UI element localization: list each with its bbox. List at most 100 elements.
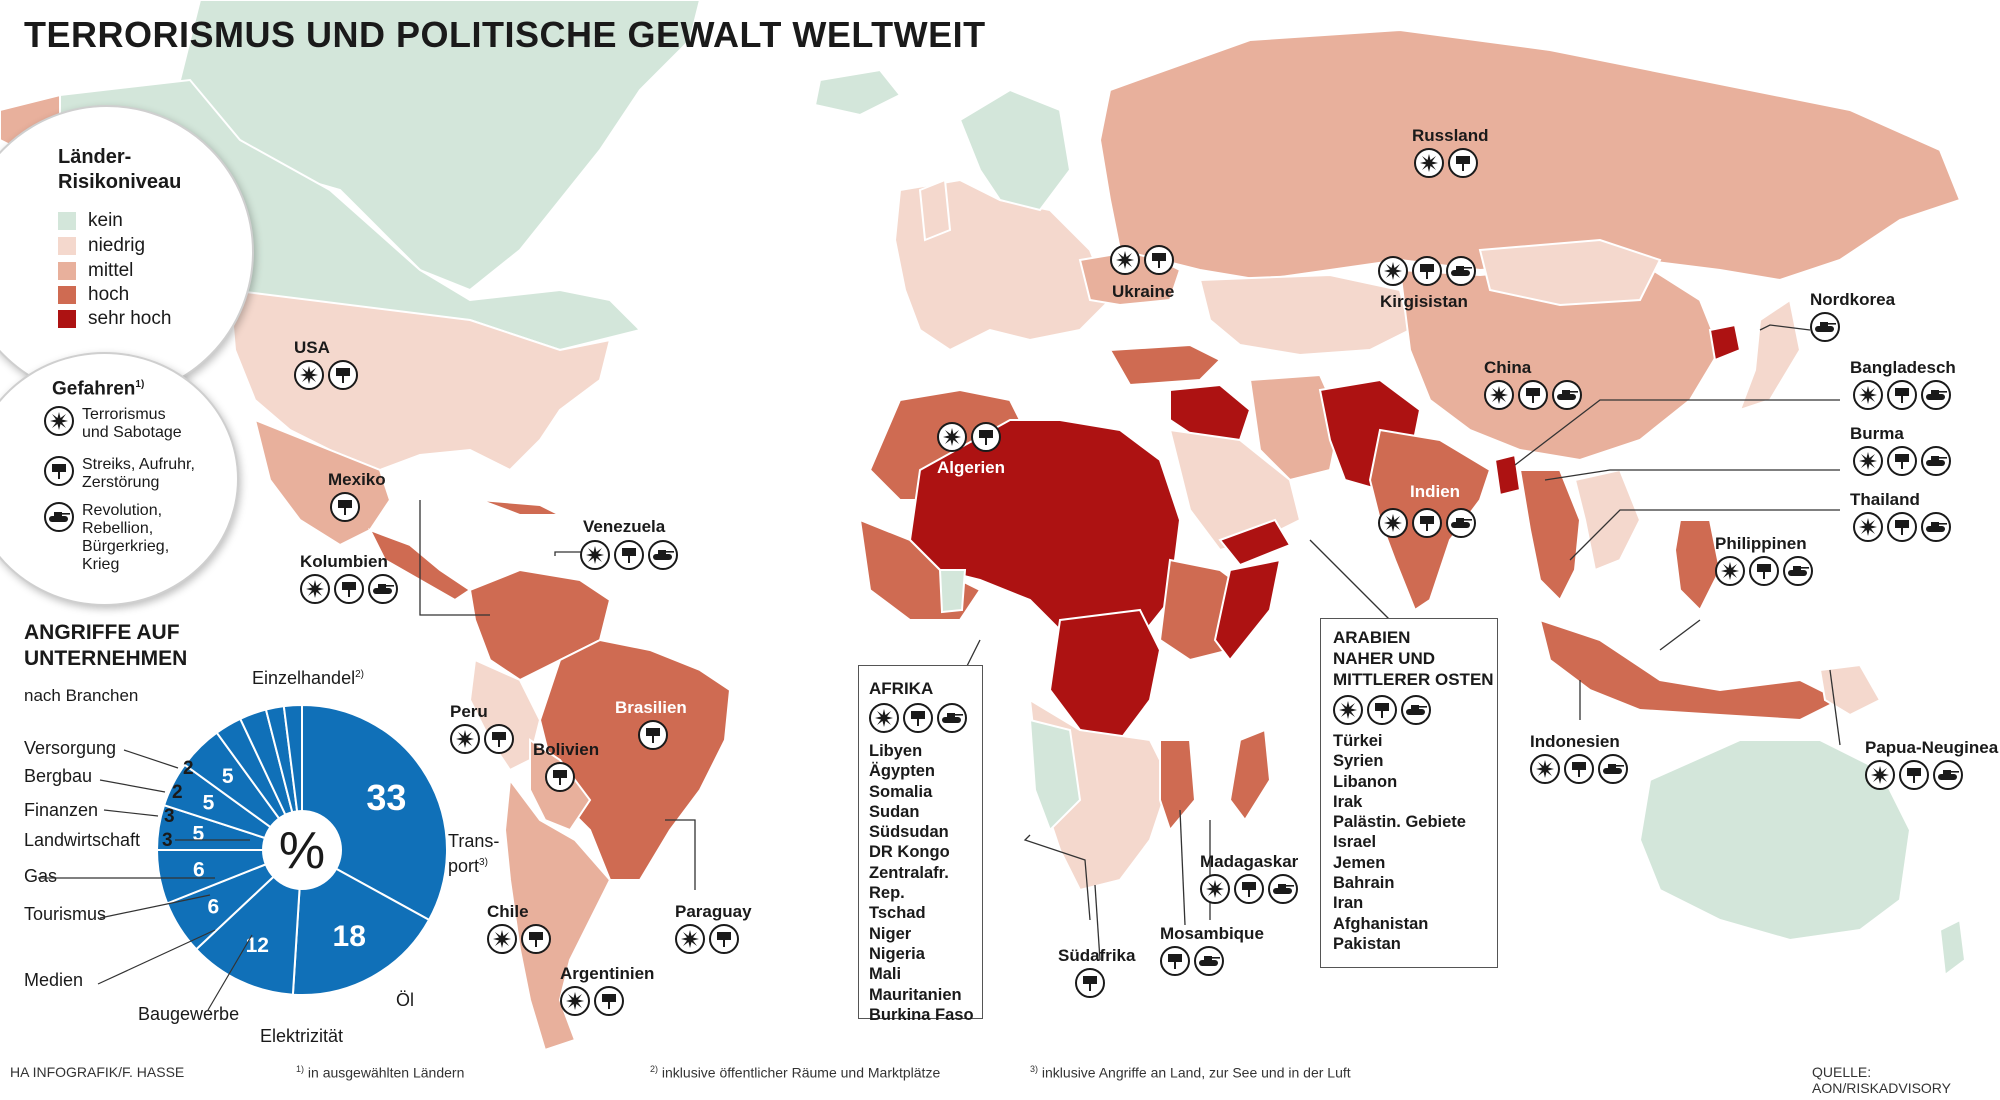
- icons-peru: [450, 724, 514, 754]
- icons-mexiko: [330, 492, 360, 522]
- pie-label-elektrizitaet: Elektrizität: [260, 1026, 344, 1046]
- tank-icon: [937, 703, 967, 733]
- label-philippinen: Philippinen: [1715, 534, 1807, 553]
- explosion-icon: [1414, 148, 1444, 178]
- label-venezuela: Venezuela: [583, 517, 666, 536]
- icons-thailand: [1853, 512, 1951, 542]
- explosion-icon: [450, 724, 480, 754]
- explosion-icon: [1110, 245, 1140, 275]
- icons-russland: [1414, 148, 1478, 178]
- explosion-icon: [487, 924, 517, 954]
- icons-madagaskar: [1200, 874, 1298, 904]
- legend-row-hoch: hoch: [58, 284, 129, 306]
- tank-icon: [1552, 380, 1582, 410]
- pie-slice-öl: [194, 847, 304, 996]
- footer-note-1: 1) in ausgewählten Ländern: [296, 1064, 465, 1081]
- arabien-box: ARABIEN NAHER UND MITTLERER OSTEN Türkei…: [1320, 618, 1498, 968]
- explosion-icon: [294, 360, 324, 390]
- region-central-asia: [1198, 273, 1412, 357]
- label-suedafrika: Südafrika: [1058, 946, 1136, 965]
- protest-sign-icon: [971, 422, 1001, 452]
- pie-outside-value-bergbau: 2: [172, 782, 183, 803]
- tank-icon: [1401, 695, 1431, 725]
- icons-chile: [487, 924, 551, 954]
- label-kirgisistan: Kirgisistan: [1380, 292, 1468, 311]
- arabien-box-title-2: NAHER UND: [1333, 649, 1435, 668]
- risk-legend: [0, 105, 254, 399]
- icons-bolivien: [545, 762, 575, 792]
- label-usa: USA: [294, 338, 330, 357]
- arabien-list-item: Libanon: [1333, 772, 1398, 791]
- protest-sign-icon: [1448, 148, 1478, 178]
- pie-label-versorgung: Versorgung: [24, 738, 117, 758]
- afrika-list: Libyen Ägypten Somalia Sudan Südsudan DR Kong…: [869, 741, 982, 1025]
- region-dr-kongo: [1048, 608, 1162, 742]
- label-mexiko: Mexiko: [328, 470, 386, 489]
- icons-indonesien: [1530, 754, 1628, 784]
- icons-argentinien: [560, 986, 624, 1016]
- protest-sign-icon: [521, 924, 551, 954]
- pie-outside-value-landwirtschaft: 3: [162, 830, 173, 851]
- region-philippinen: [1673, 519, 1722, 612]
- tank-icon: [1921, 446, 1951, 476]
- label-russland: Russland: [1412, 126, 1489, 145]
- region-papua: [1818, 663, 1882, 717]
- tank-icon: [1446, 256, 1476, 286]
- attacks-title-1: ANGRIFFE AUF: [24, 621, 180, 644]
- explosion-icon: [1378, 508, 1408, 538]
- explosion-icon: [300, 574, 330, 604]
- explosion-icon: [1715, 556, 1745, 586]
- protest-sign-icon: [614, 540, 644, 570]
- explosion-icon: [1200, 874, 1230, 904]
- protest-sign-icon: [1749, 556, 1779, 586]
- region-iceland: [813, 68, 902, 117]
- icons-arabien: [1333, 695, 1497, 725]
- region-tuerkei: [1108, 343, 1222, 387]
- icons-ukraine: [1110, 245, 1174, 275]
- label-brasilien: Brasilien: [615, 698, 687, 717]
- afrika-list-item: Tschad: [869, 904, 926, 923]
- tank-icon: [1933, 760, 1963, 790]
- attacks-subtitle: nach Branchen: [24, 686, 139, 705]
- tank-icon: [1810, 312, 1840, 342]
- hazard-war: Revolution, Rebellion, Bürgerkrieg, Krieg: [44, 502, 169, 574]
- protest-sign-icon: [1518, 380, 1548, 410]
- icons-paraguay: [675, 924, 739, 954]
- icons-nordkorea: [1810, 312, 1840, 342]
- label-papua: Papua-Neuginea: [1865, 738, 1999, 757]
- icons-indien: [1378, 508, 1476, 538]
- tank-icon: [1921, 380, 1951, 410]
- arabien-list-item: Türkei: [1333, 732, 1383, 750]
- explosion-icon: [1865, 760, 1895, 790]
- icons-kirgisistan: [1378, 256, 1476, 286]
- pie-label-baugewerbe: Baugewerbe: [138, 1004, 240, 1024]
- region-somalia: [1213, 558, 1282, 662]
- legend-row-mittel: mittel: [58, 260, 133, 282]
- risk-legend-title-2: Risikoniveau: [58, 171, 182, 193]
- protest-sign-icon: [1887, 380, 1917, 410]
- pie-value-transport: 18: [333, 920, 366, 953]
- icons-afrika: [869, 703, 982, 733]
- legend-row-sehr-hoch: sehr hoch: [58, 308, 171, 330]
- region-mongolia: [1478, 238, 1662, 307]
- explosion-icon: [1853, 380, 1883, 410]
- arabien-list: Türkei Syrien Libanon Irak Palästin. Gebiete…: [1333, 731, 1497, 954]
- label-paraguay: Paraguay: [675, 902, 752, 921]
- pie-label-medien: Medien: [24, 970, 84, 990]
- protest-sign-icon: [334, 574, 364, 604]
- pie-slice-transport: [291, 848, 431, 996]
- arabien-list-item: Bahrain: [1333, 874, 1395, 893]
- region-mosambique: [1159, 739, 1197, 833]
- icons-china: [1484, 380, 1582, 410]
- label-mosambique: Mosambique: [1160, 924, 1264, 943]
- region-uk: [918, 178, 952, 242]
- arabien-list-item: Jemen: [1333, 853, 1386, 872]
- arabien-list-item: Iran: [1333, 894, 1364, 913]
- icons-algerien: [937, 422, 1001, 452]
- protest-sign-icon: [328, 360, 358, 390]
- explosion-icon: [1853, 446, 1883, 476]
- region-bangladesch: [1493, 453, 1522, 497]
- afrika-list-item: DR Kongo: [869, 843, 950, 862]
- explosion-icon: [1530, 754, 1560, 784]
- explosion-icon: [44, 406, 74, 436]
